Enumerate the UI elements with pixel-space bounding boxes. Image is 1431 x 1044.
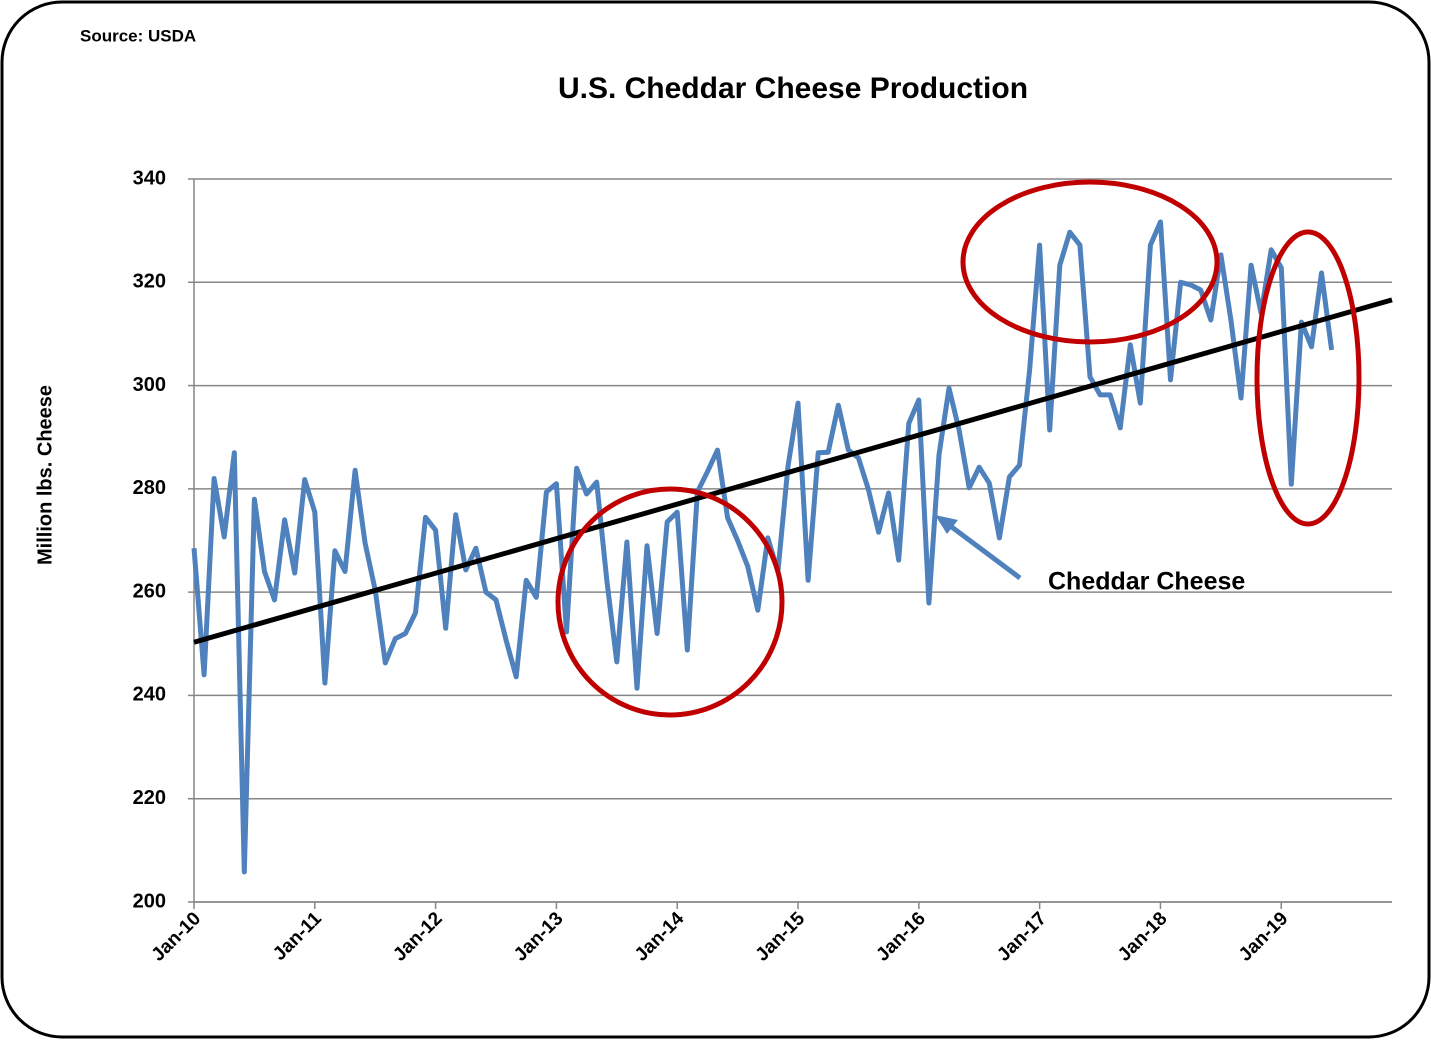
highlight-circle bbox=[960, 179, 1220, 345]
y-tick-label: 340 bbox=[133, 167, 166, 189]
y-tick-label: 200 bbox=[133, 890, 166, 912]
y-axis-title: Million lbs. Cheese bbox=[34, 385, 56, 565]
y-tick-label: 220 bbox=[133, 787, 166, 809]
y-tick-label: 260 bbox=[133, 580, 166, 602]
y-tick-label: 300 bbox=[133, 374, 166, 396]
trend-line bbox=[193, 297, 1393, 645]
y-tick-label: 320 bbox=[133, 271, 166, 293]
chart-title: U.S. Cheddar Cheese Production bbox=[558, 72, 1028, 105]
highlight-circle bbox=[1254, 229, 1362, 527]
y-tick-label: 280 bbox=[133, 477, 166, 499]
annotation-arrowhead bbox=[935, 515, 958, 534]
source: Source: USDA bbox=[80, 26, 196, 45]
y-tick-label: 240 bbox=[133, 684, 166, 706]
annotation: Cheddar Cheese bbox=[1048, 568, 1245, 596]
highlight-circle bbox=[555, 486, 785, 718]
data-line bbox=[191, 219, 1335, 875]
annotation-arrow bbox=[943, 519, 1022, 581]
